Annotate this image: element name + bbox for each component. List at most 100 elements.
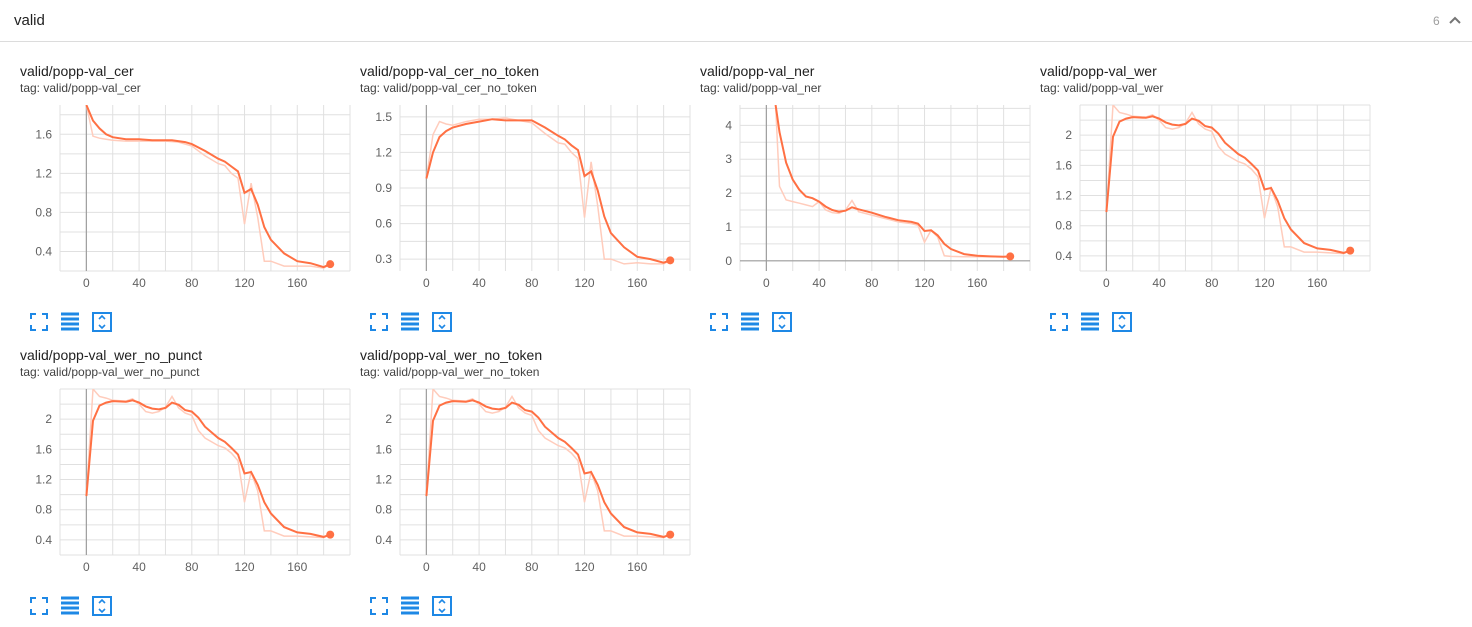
line-chart: 0 40 80 120 160 0.4 0.8 1.2 1.6 2 [35, 388, 351, 574]
list-bar [401, 611, 419, 615]
fit-frame [432, 312, 452, 332]
y-tick-label: 0.8 [35, 503, 52, 517]
list-bar [741, 327, 759, 331]
x-tick-label: 120 [235, 560, 255, 574]
fullscreen-corner [1050, 325, 1056, 331]
list-bar [1081, 317, 1099, 321]
chart-card-popp-val-ner: valid/popp-val_ner tag: valid/popp-val_n… [700, 63, 1031, 343]
y-tick-label: 2 [1065, 128, 1072, 142]
list-bar [401, 317, 419, 321]
fullscreen-corner [382, 313, 388, 319]
fullscreen-icon[interactable] [368, 595, 390, 617]
card-title: valid/popp-val_wer_no_token [360, 347, 543, 363]
fullscreen-corner [382, 597, 388, 603]
list-bar [401, 312, 419, 316]
group-header[interactable]: valid 6 [0, 0, 1472, 42]
x-tick-label: 0 [423, 276, 430, 290]
list-bar [61, 317, 79, 321]
list-icon[interactable] [399, 311, 421, 333]
fullscreen-icon[interactable] [28, 595, 50, 617]
fullscreen-corner [30, 313, 36, 319]
y-tick-label: 1.6 [35, 442, 52, 456]
chevron-up-icon[interactable] [1447, 12, 1463, 28]
raw-series-line [85, 105, 331, 269]
fit-frame [92, 596, 112, 616]
list-bar [61, 601, 79, 605]
list-bar [61, 596, 79, 600]
smoothed-series-line [425, 399, 671, 538]
fullscreen-corner [30, 325, 36, 331]
fullscreen-corner [30, 597, 36, 603]
plot-area [425, 117, 671, 265]
x-tick-label: 0 [83, 276, 90, 290]
fit-arrows [438, 598, 446, 614]
last-value-marker [326, 260, 335, 269]
list-icon[interactable] [399, 595, 421, 617]
fullscreen-icon[interactable] [708, 311, 730, 333]
group-count: 6 [1433, 14, 1440, 28]
y-tick-label: 1.2 [375, 473, 392, 487]
list-icon[interactable] [59, 311, 81, 333]
list-icon[interactable] [59, 595, 81, 617]
x-tick-label: 160 [1307, 276, 1327, 290]
y-tick-label: 0.4 [375, 533, 392, 547]
raw-series-line [425, 389, 671, 539]
chart-card-popp-val-wer-no-punct: valid/popp-val_wer_no_punct tag: valid/p… [20, 347, 351, 627]
card-title: valid/popp-val_cer [20, 63, 134, 79]
list-bar [401, 601, 419, 605]
list-bar [61, 322, 79, 326]
raw-series-line [425, 117, 671, 265]
fullscreen-icon[interactable] [28, 311, 50, 333]
card-title: valid/popp-val_wer_no_punct [20, 347, 203, 363]
fullscreen-corner [30, 609, 36, 615]
raw-series-line [1105, 105, 1351, 255]
card-title: valid/popp-val_cer_no_token [360, 63, 540, 79]
list-bar [61, 327, 79, 331]
fullscreen-icon[interactable] [368, 311, 390, 333]
raw-series-line [85, 389, 331, 539]
y-tick-label: 1 [725, 220, 732, 234]
group-title: valid [14, 12, 45, 29]
x-tick-label: 80 [525, 560, 539, 574]
list-bar [401, 606, 419, 610]
fit-arrows [1118, 314, 1126, 330]
fullscreen-corner [370, 313, 376, 319]
fullscreen-corner [370, 325, 376, 331]
fit-domain-icon[interactable] [771, 311, 793, 333]
x-tick-label: 40 [1152, 276, 1166, 290]
x-tick-label: 160 [287, 276, 307, 290]
y-tick-label: 0.4 [35, 244, 52, 258]
fit-domain-icon[interactable] [431, 595, 453, 617]
list-bar [61, 606, 79, 610]
x-tick-label: 0 [83, 560, 90, 574]
y-tick-label: 4 [725, 118, 732, 132]
smoothed-series-line [85, 399, 331, 538]
last-value-marker [1346, 246, 1355, 255]
fullscreen-icon[interactable] [1048, 311, 1070, 333]
x-tick-label: 40 [132, 276, 146, 290]
fit-domain-icon[interactable] [1111, 311, 1133, 333]
fit-domain-icon[interactable] [91, 595, 113, 617]
x-tick-label: 80 [865, 276, 879, 290]
raw-series-line [774, 105, 1011, 258]
last-value-marker [666, 256, 675, 265]
smoothed-series-line [85, 105, 331, 269]
fullscreen-corner [722, 325, 728, 331]
fit-domain-icon[interactable] [91, 311, 113, 333]
fullscreen-corner [370, 609, 376, 615]
list-bar [401, 596, 419, 600]
fit-domain-icon[interactable] [431, 311, 453, 333]
list-bar [741, 312, 759, 316]
line-chart: 0 40 80 120 160 0.3 0.6 0.9 1.2 1.5 [375, 105, 691, 290]
y-tick-label: 0.4 [35, 533, 52, 547]
list-icon[interactable] [739, 311, 761, 333]
y-tick-label: 0.9 [375, 181, 392, 195]
fit-arrows [438, 314, 446, 330]
x-tick-label: 160 [627, 560, 647, 574]
y-tick-label: 1.6 [1055, 158, 1072, 172]
y-tick-label: 0.4 [1055, 249, 1072, 263]
y-tick-label: 2 [385, 412, 392, 426]
x-tick-label: 40 [472, 560, 486, 574]
x-tick-label: 0 [423, 560, 430, 574]
list-icon[interactable] [1079, 311, 1101, 333]
